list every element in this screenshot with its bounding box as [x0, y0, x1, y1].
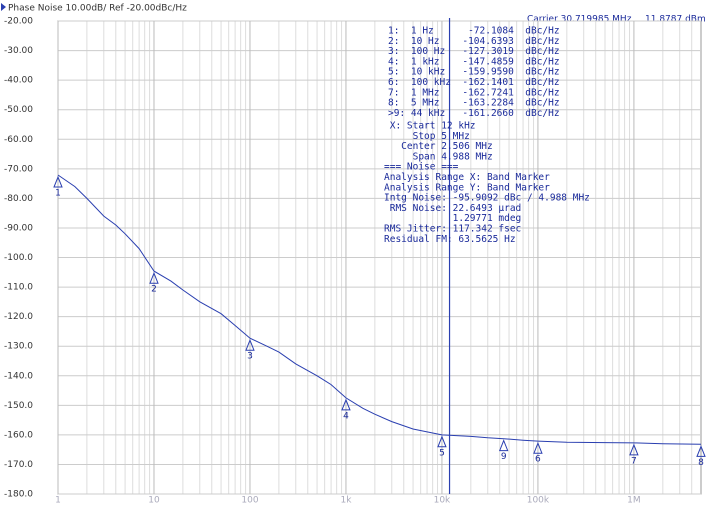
marker-readout: 2: 10 Hz -104.6393 dBc/Hz	[388, 36, 560, 47]
carrier: Carrier 30.719985 MHz	[527, 15, 632, 25]
marker-label: 9	[501, 452, 507, 462]
y-tick-label: -110.0	[4, 283, 33, 293]
analysis-info: Residual FM: 63.5625 Hz	[384, 234, 516, 245]
x-tick-label: 1k	[340, 496, 352, 506]
marker-readout: 5: 10 kHz -159.9590 dBc/Hz	[388, 67, 560, 78]
y-tick-label: -40.00	[4, 76, 33, 86]
power: 11.8787 dBm	[645, 15, 706, 25]
marker	[437, 435, 447, 448]
marker-readout: 3: 100 Hz -127.3019 dBc/Hz	[388, 46, 560, 57]
y-tick-label: -130.0	[4, 342, 33, 352]
y-tick-label: -80.00	[4, 194, 33, 204]
x-tick-label: 1	[55, 496, 61, 506]
marker-label: 4	[343, 411, 349, 421]
marker-readout: 1: 1 Hz -72.1084 dBc/Hz	[388, 26, 560, 37]
marker-label: 8	[698, 458, 704, 468]
x-tick-label: 1M	[627, 496, 641, 506]
analysis-info: Center 2.506 MHz	[384, 141, 493, 152]
y-tick-label: -120.0	[4, 312, 33, 322]
marker-label: 2	[151, 285, 157, 295]
y-tick-label: -20.00	[4, 17, 33, 27]
y-tick-label: -30.00	[4, 46, 33, 56]
analysis-info: Intg Noise: -95.9092 dBc / 4.988 MHz	[384, 193, 590, 204]
y-tick-label: -60.00	[4, 135, 33, 145]
marker	[53, 175, 63, 188]
chart-title: Phase Noise 10.00dB/ Ref -20.00dBc/Hz	[8, 4, 187, 14]
marker-label: 6	[535, 455, 541, 465]
y-tick-label: -50.00	[4, 105, 33, 115]
analysis-info: X: Start 12 kHz	[384, 121, 476, 132]
marker	[149, 271, 159, 284]
x-tick-label: 100k	[527, 496, 550, 506]
marker	[533, 441, 543, 454]
marker-readout: >9: 44 kHz -161.2660 dBc/Hz	[388, 108, 560, 119]
analysis-info: Stop 5 MHz	[384, 131, 470, 142]
analysis-info: 1.29771 mdeg	[384, 213, 521, 224]
marker	[245, 338, 255, 351]
marker-label: 7	[631, 456, 637, 466]
header-icon	[1, 3, 6, 11]
analysis-info: === Noise ===	[384, 162, 459, 173]
marker-readout: 6: 100 kHz -162.1401 dBc/Hz	[388, 77, 560, 88]
marker-label: 1	[55, 189, 61, 199]
x-tick-label: 10	[148, 496, 160, 506]
y-tick-label: -170.0	[4, 460, 33, 470]
x-tick-label: 100	[241, 496, 258, 506]
marker	[341, 398, 351, 411]
y-tick-label: -70.00	[4, 164, 33, 174]
trace	[57, 174, 702, 445]
marker	[498, 439, 509, 452]
marker	[696, 445, 706, 457]
analysis-info: RMS Jitter: 117.342 fsec	[384, 224, 521, 235]
marker	[629, 443, 639, 456]
y-tick-label: -140.0	[4, 371, 33, 381]
marker-readout: 8: 5 MHz -163.2284 dBc/Hz	[388, 98, 560, 109]
y-tick-label: -100.0	[4, 253, 33, 263]
y-tick-label: -160.0	[4, 430, 33, 440]
marker-label: 3	[247, 352, 253, 362]
marker-readout: 7: 1 MHz -162.7241 dBc/Hz	[388, 87, 560, 98]
analysis-info: RMS Noise: 22.6493 µrad	[384, 203, 521, 214]
analysis-info: Span 4.988 MHz	[384, 151, 493, 162]
analysis-info: Analysis Range Y: Band Marker	[384, 182, 550, 193]
marker-readout: 4: 1 kHz -147.4859 dBc/Hz	[388, 56, 560, 67]
y-tick-label: -180.0	[4, 490, 33, 500]
x-tick-label: 10k	[434, 496, 451, 506]
y-tick-label: -90.00	[4, 223, 33, 233]
marker-label: 5	[439, 448, 445, 458]
analysis-info: Analysis Range X: Band Marker	[384, 172, 550, 183]
y-tick-label: -150.0	[4, 401, 33, 411]
